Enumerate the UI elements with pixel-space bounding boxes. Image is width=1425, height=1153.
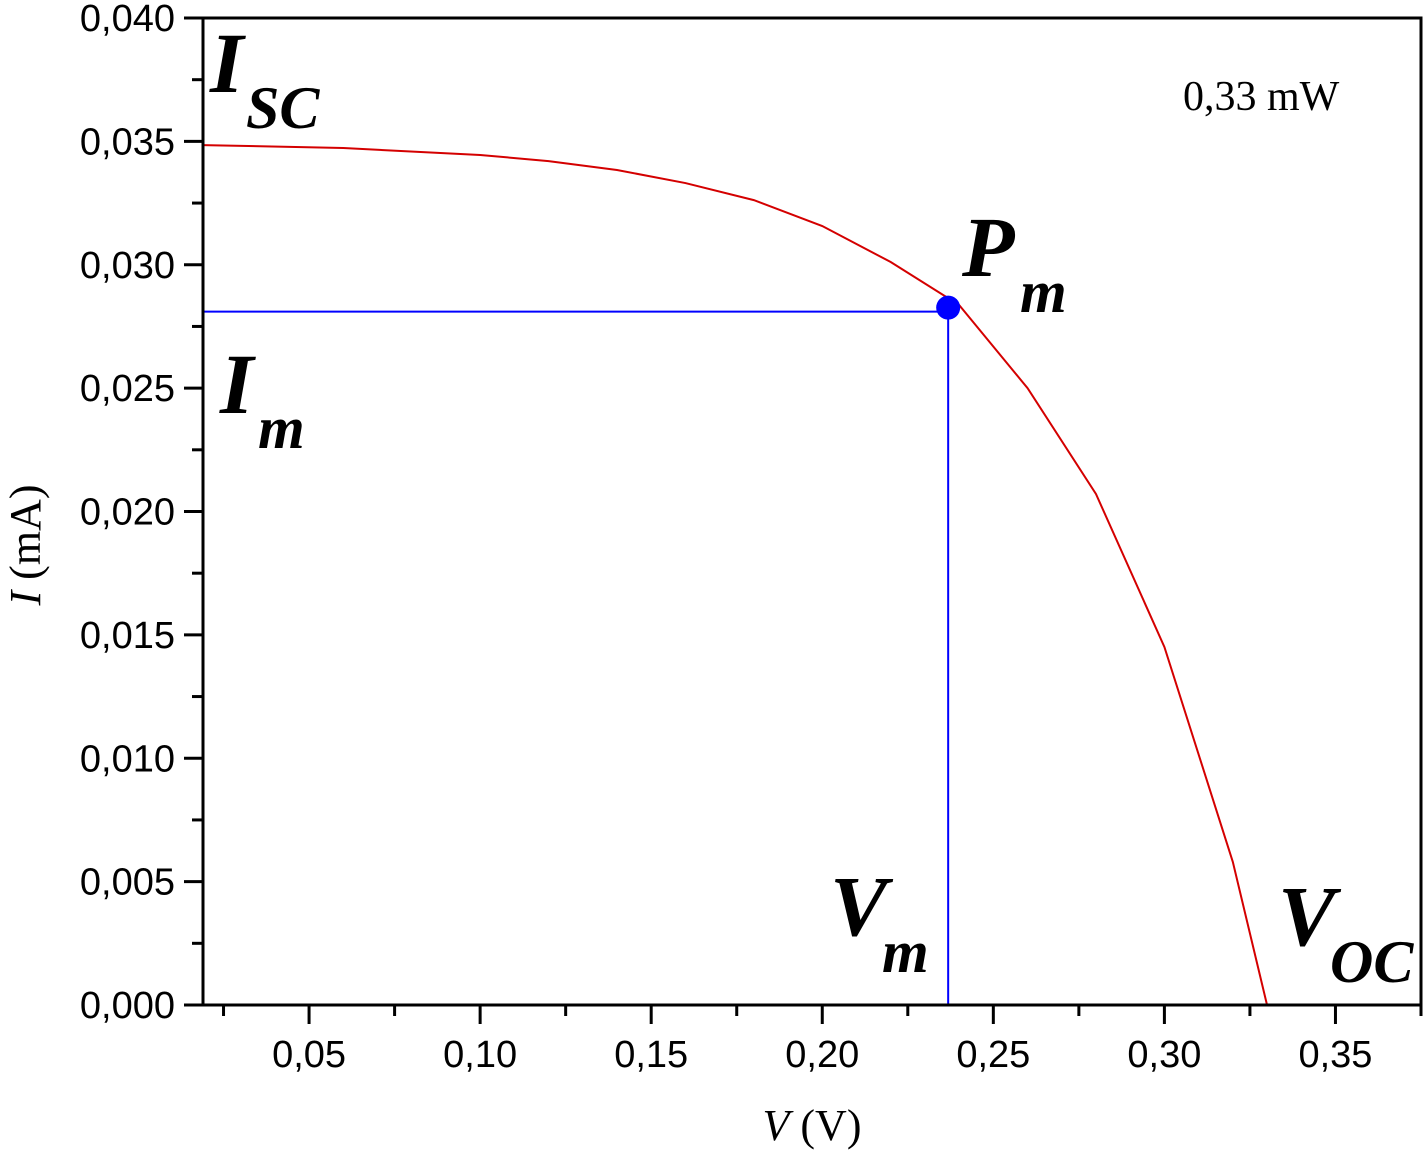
- x-tick-label: 0,30: [1127, 1034, 1201, 1076]
- x-tick-label: 0,05: [272, 1034, 346, 1076]
- annotation-voc: V OC: [1278, 868, 1414, 995]
- chart-marks: [202, 144, 1269, 1006]
- y-tick-label: 0,000: [80, 985, 175, 1027]
- x-axis-symbol: V: [763, 1101, 795, 1150]
- svg-text:V: V: [1278, 868, 1342, 964]
- x-axis-title: V (V): [763, 1101, 862, 1150]
- x-tick-label: 0,35: [1298, 1034, 1372, 1076]
- annotation-im: I m: [219, 336, 305, 461]
- iv-curve-line: [202, 144, 1269, 1006]
- y-tick-label: 0,035: [80, 121, 175, 163]
- y-tick-label: 0,025: [80, 368, 175, 410]
- power-annotation: 0,33 mW: [1183, 74, 1340, 120]
- svg-text:m: m: [1020, 259, 1067, 325]
- svg-text:P: P: [961, 199, 1016, 295]
- svg-text:I: I: [209, 15, 246, 111]
- y-tick-label: 0,010: [80, 738, 175, 780]
- max-power-point: [936, 295, 961, 320]
- y-axis-unit: (mA): [1, 485, 50, 591]
- x-tick-label: 0,10: [443, 1034, 517, 1076]
- axis-ticks: 0,000 0,005 0,010 0,015 0,020 0,025 0,030 0,035…: [80, 0, 1423, 1076]
- y-tick-label: 0,040: [80, 0, 175, 40]
- svg-text:V: V: [830, 858, 894, 954]
- annotation-isc: I SC: [209, 15, 320, 141]
- annotation-vm: V m: [830, 858, 929, 985]
- x-tick-label: 0,20: [785, 1034, 859, 1076]
- svg-text:m: m: [258, 395, 305, 461]
- x-tick-label: 0,15: [614, 1034, 688, 1076]
- y-tick-label: 0,015: [80, 615, 175, 657]
- svg-text:SC: SC: [246, 75, 320, 141]
- plot-frame: [201, 16, 1423, 1007]
- svg-text:m: m: [882, 919, 929, 985]
- x-tick-label: 0,25: [956, 1034, 1030, 1076]
- y-tick-label: 0,005: [80, 862, 175, 904]
- annotation-pm: P m: [961, 199, 1067, 325]
- y-axis-title: I (mA): [1, 485, 50, 607]
- svg-text:OC: OC: [1330, 929, 1414, 995]
- y-tick-label: 0,030: [80, 245, 175, 287]
- y-tick-label: 0,020: [80, 492, 175, 534]
- x-axis-unit: (V): [789, 1101, 861, 1150]
- svg-text:I: I: [219, 336, 256, 432]
- y-axis-symbol: I: [1, 588, 50, 606]
